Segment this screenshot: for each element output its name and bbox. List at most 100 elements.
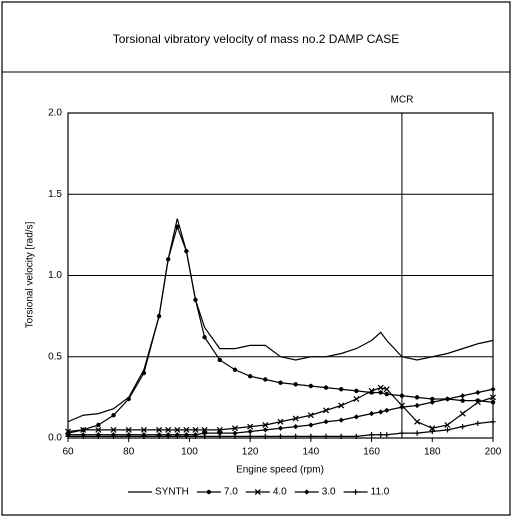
- marker: [64, 428, 72, 435]
- marker: [353, 433, 359, 439]
- x-tick-label: 160: [363, 447, 380, 458]
- marker: [156, 426, 163, 433]
- marker: [399, 404, 405, 410]
- legend-label: 3.0: [322, 487, 336, 498]
- marker: [262, 433, 268, 439]
- series-line: [67, 224, 494, 434]
- marker: [202, 335, 207, 340]
- marker: [232, 430, 238, 436]
- marker: [354, 388, 359, 394]
- marker: [217, 433, 223, 439]
- marker: [111, 413, 116, 418]
- marker: [293, 382, 298, 387]
- marker: [192, 433, 199, 439]
- marker: [125, 426, 132, 433]
- marker: [126, 396, 131, 402]
- marker: [110, 426, 117, 433]
- marker: [383, 386, 390, 393]
- marker: [323, 407, 330, 414]
- x-tick-label: 100: [181, 447, 198, 458]
- marker: [353, 414, 359, 420]
- marker: [460, 398, 465, 403]
- marker: [414, 430, 420, 436]
- marker: [384, 391, 389, 397]
- marker: [140, 426, 147, 433]
- marker: [368, 411, 375, 417]
- marker: [217, 430, 223, 436]
- marker: [141, 370, 147, 376]
- marker: [368, 387, 375, 394]
- marker: [247, 423, 254, 430]
- marker: [247, 433, 253, 439]
- legend-label: 4.0: [273, 487, 287, 498]
- marker: [414, 402, 420, 409]
- marker: [430, 396, 435, 402]
- marker: [165, 433, 171, 439]
- marker: [323, 433, 329, 439]
- marker: [339, 387, 344, 392]
- marker: [460, 393, 466, 399]
- marker: [183, 433, 189, 439]
- marker: [475, 389, 481, 396]
- marker: [429, 428, 435, 435]
- marker: [378, 432, 384, 438]
- marker: [459, 410, 466, 417]
- marker: [378, 409, 384, 415]
- marker: [414, 395, 420, 400]
- legend-label: 11.0: [371, 487, 390, 498]
- annotation-label: MCR: [391, 95, 414, 106]
- marker: [308, 383, 314, 389]
- marker: [95, 426, 102, 433]
- marker: [126, 433, 132, 439]
- marker: [156, 433, 162, 439]
- x-tick-label: 120: [242, 447, 259, 458]
- y-tick-label: 1.5: [48, 189, 62, 200]
- marker: [323, 385, 329, 390]
- marker: [460, 424, 466, 430]
- marker: [429, 399, 435, 405]
- marker: [429, 425, 436, 432]
- marker: [414, 418, 421, 425]
- marker: [217, 357, 222, 363]
- marker: [95, 433, 101, 439]
- marker: [353, 395, 360, 403]
- marker: [308, 422, 314, 428]
- marker: [262, 421, 269, 429]
- marker: [377, 384, 384, 391]
- marker: [192, 426, 199, 433]
- marker: [323, 419, 329, 425]
- y-axis-label: Torsional velocity [rad/s]: [25, 221, 36, 328]
- x-axis-label: Engine speed (rpm): [236, 465, 324, 476]
- outer-frame: [1, 1, 511, 516]
- marker: [444, 427, 451, 433]
- marker: [444, 421, 451, 429]
- marker: [277, 418, 284, 425]
- marker: [174, 433, 180, 439]
- marker: [378, 390, 383, 395]
- marker: [202, 433, 208, 439]
- marker: [399, 393, 405, 398]
- marker: [490, 386, 496, 392]
- marker: [65, 433, 71, 439]
- marker: [444, 396, 451, 402]
- legend-marker: [206, 489, 212, 495]
- x-tick-label: 200: [485, 447, 502, 458]
- marker: [384, 432, 390, 438]
- marker: [293, 433, 299, 439]
- marker: [338, 417, 344, 423]
- marker: [201, 426, 208, 433]
- marker: [96, 422, 101, 428]
- marker: [338, 402, 345, 409]
- marker: [247, 374, 253, 379]
- chart-title: Torsional vibratory velocity of mass no.…: [113, 32, 400, 46]
- y-tick-label: 0.0: [48, 433, 62, 444]
- marker: [232, 433, 238, 439]
- legend-label: 7.0: [224, 487, 238, 498]
- x-tick-label: 180: [424, 447, 441, 458]
- marker: [141, 433, 147, 439]
- x-tick-label: 80: [123, 447, 135, 458]
- legend-marker: [353, 489, 359, 495]
- x-tick-label: 60: [62, 447, 74, 458]
- marker: [184, 248, 189, 254]
